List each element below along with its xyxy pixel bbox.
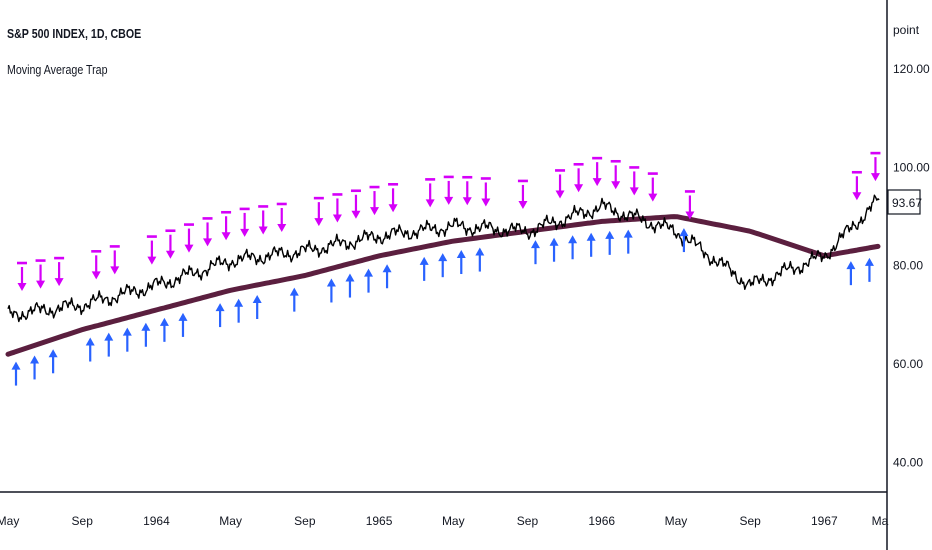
- sell-signal-arrow: [480, 177, 491, 207]
- x-tick-label: Sep: [517, 514, 539, 528]
- sell-signal-arrow: [332, 193, 343, 223]
- sell-signal-arrow: [684, 190, 695, 220]
- y-tick-label: 100.00: [893, 160, 930, 174]
- indicator-title: Moving Average Trap: [7, 62, 108, 77]
- buy-signal-arrow: [382, 264, 392, 289]
- buy-signal-arrow: [623, 229, 633, 254]
- buy-signal-arrow: [438, 253, 448, 278]
- sell-signal-arrow: [610, 159, 621, 190]
- sell-signal-arrow: [629, 166, 640, 196]
- buy-signal-arrow: [864, 257, 874, 282]
- sell-signal-arrow: [258, 205, 269, 235]
- sell-signal-arrow: [17, 261, 27, 292]
- sell-signal-arrow: [388, 183, 399, 213]
- buy-signal-arrow: [234, 298, 244, 323]
- buy-signal-arrow: [326, 278, 336, 303]
- buy-signal-arrow: [568, 235, 578, 260]
- x-tick-label: 1966: [588, 514, 615, 528]
- buy-signal-arrow: [252, 294, 262, 319]
- buy-signal-arrow: [586, 232, 596, 257]
- buy-signal-arrow: [11, 361, 21, 386]
- buy-signal-arrow: [419, 256, 429, 281]
- y-tick-label: 60.00: [893, 357, 923, 371]
- sell-signal-arrow: [239, 207, 250, 237]
- y-tick-label: 80.00: [893, 259, 923, 273]
- sell-signal-arrow: [146, 235, 157, 265]
- sell-signal-arrow: [221, 210, 232, 241]
- last-value-label: 93.67: [892, 196, 922, 210]
- buy-signal-arrow: [475, 247, 485, 272]
- buy-signal-arrow: [178, 312, 188, 337]
- buy-signal-arrow: [679, 228, 689, 253]
- sell-signal-arrow: [851, 170, 862, 201]
- sell-signal-arrow: [54, 256, 65, 287]
- x-tick-label: Ma: [872, 514, 889, 528]
- sell-signal-arrow: [443, 175, 454, 205]
- buy-signal-arrow: [289, 287, 299, 312]
- x-tick-label: 1964: [143, 514, 170, 528]
- sell-signal-arrow: [91, 250, 102, 280]
- buy-signal-arrow: [48, 349, 58, 374]
- sell-signal-arrow: [276, 202, 287, 232]
- sell-signal-arrow: [369, 185, 380, 216]
- sell-signal-arrow: [350, 189, 361, 219]
- y-tick-label: 120.00: [893, 62, 930, 76]
- sell-signal-arrow: [202, 217, 213, 247]
- buy-signal-arrow: [345, 273, 355, 298]
- x-tick-label: 1967: [811, 514, 838, 528]
- buy-signal-arrow: [605, 230, 615, 255]
- symbol-title: S&P 500 INDEX, 1D, CBOE: [7, 26, 142, 41]
- buy-signal-arrow: [122, 327, 132, 352]
- x-tick-label: May: [0, 514, 19, 528]
- buy-signal-arrow: [159, 317, 169, 342]
- buy-signal-arrow: [104, 332, 114, 357]
- sell-signal-arrow: [573, 162, 584, 193]
- sell-signal-arrow: [313, 196, 324, 227]
- x-tick-label: May: [442, 514, 465, 528]
- buy-signal-arrow: [530, 240, 540, 265]
- x-tick-label: Sep: [72, 514, 94, 528]
- sell-signal-arrow: [647, 172, 658, 202]
- x-tick-label: Sep: [739, 514, 761, 528]
- buy-signal-arrow: [846, 261, 856, 286]
- y-tick-label: 40.00: [893, 455, 923, 469]
- buy-signal-arrow: [456, 250, 466, 275]
- sell-signal-arrow: [183, 223, 194, 253]
- sell-signal-arrow: [462, 175, 473, 206]
- x-tick-label: Sep: [294, 514, 316, 528]
- sell-signal-arrow: [425, 178, 436, 208]
- buy-signal-arrow: [30, 355, 40, 380]
- buy-signal-arrow: [215, 303, 225, 328]
- buy-signal-arrow: [141, 322, 151, 347]
- last-value-box: [887, 189, 921, 215]
- buy-signal-arrow: [364, 268, 374, 293]
- buy-signal-arrow: [549, 237, 559, 262]
- moving-average-line: [5, 214, 881, 357]
- sell-signal-arrow: [870, 151, 881, 182]
- x-tick-label: May: [219, 514, 242, 528]
- sell-signal-arrow: [165, 229, 176, 259]
- y-axis-label: point: [893, 23, 920, 37]
- sell-signal-arrow: [35, 259, 46, 289]
- sell-signal-arrow: [592, 156, 603, 187]
- sell-signal-arrow: [555, 169, 566, 199]
- sell-signal-arrow: [517, 179, 528, 209]
- x-tick-label: 1965: [366, 514, 393, 528]
- sell-signal-arrow: [109, 245, 120, 275]
- price-line: [7, 194, 880, 323]
- buy-signal-arrow: [85, 337, 95, 362]
- x-tick-label: May: [665, 514, 688, 528]
